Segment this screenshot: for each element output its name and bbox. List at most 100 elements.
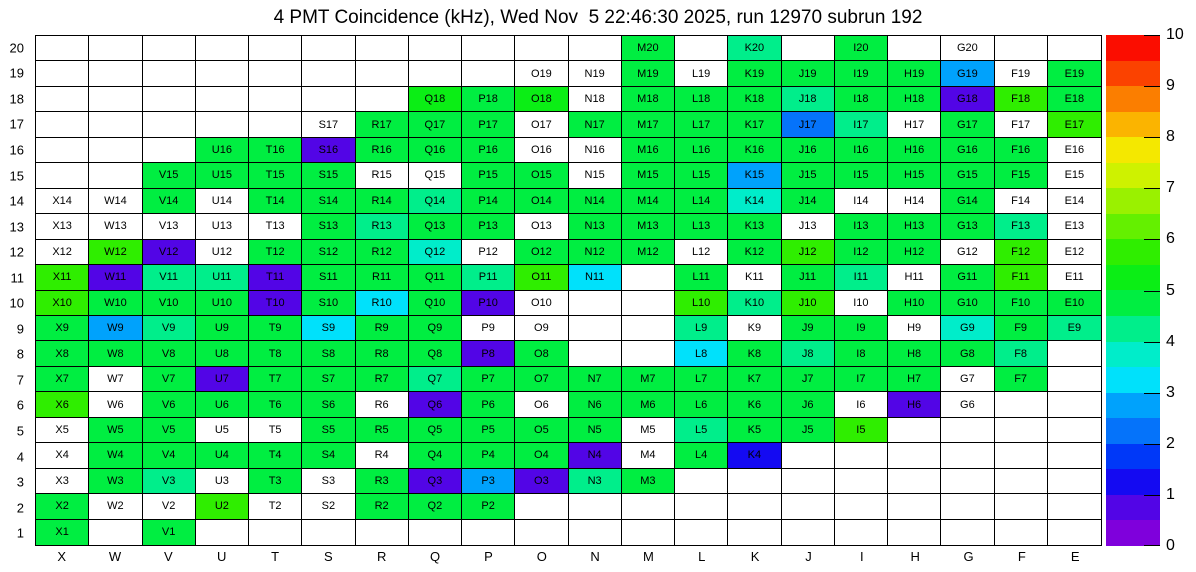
heatmap-cell-F14: F14 bbox=[994, 188, 1048, 215]
empty-cell bbox=[89, 86, 143, 113]
heatmap-cell-E14: E14 bbox=[1047, 188, 1101, 215]
heatmap-cell-W8: W8 bbox=[89, 341, 143, 367]
heatmap-cell-T6: T6 bbox=[249, 392, 303, 418]
empty-cell bbox=[1048, 520, 1101, 545]
heatmap-cell-Q8: Q8 bbox=[408, 341, 462, 367]
heatmap-cell-W12: W12 bbox=[89, 239, 143, 266]
empty-cell bbox=[1047, 367, 1101, 393]
heatmap-cell-H11: H11 bbox=[888, 265, 942, 291]
heatmap-cell-J10: J10 bbox=[781, 290, 835, 316]
heatmap-cell-R6: R6 bbox=[355, 392, 409, 418]
heatmap-cell-R3: R3 bbox=[355, 468, 409, 495]
heatmap-cell-K19: K19 bbox=[728, 61, 782, 87]
heatmap-cell-I14: I14 bbox=[834, 188, 888, 215]
heatmap-cell-M12: M12 bbox=[621, 239, 675, 266]
heatmap-cell-L9: L9 bbox=[675, 315, 729, 342]
heatmap-cell-E16: E16 bbox=[1047, 137, 1101, 164]
colorbar-tick-7 bbox=[1144, 188, 1160, 190]
empty-cell bbox=[994, 392, 1048, 418]
empty-cell bbox=[302, 36, 356, 62]
empty-cell bbox=[36, 137, 90, 164]
empty-cell bbox=[355, 36, 409, 62]
heatmap-cell-Q13: Q13 bbox=[408, 214, 462, 240]
heatmap-cell-F15: F15 bbox=[994, 163, 1048, 189]
colorbar-band-3 bbox=[1106, 443, 1160, 470]
heatmap-cell-N11: N11 bbox=[568, 265, 622, 291]
heatmap-cell-N7: N7 bbox=[568, 366, 622, 393]
heatmap-cell-K9: K9 bbox=[728, 315, 782, 342]
heatmap-cell-K8: K8 bbox=[728, 341, 782, 367]
heatmap-cell-R4: R4 bbox=[355, 443, 409, 469]
heatmap-cell-H18: H18 bbox=[888, 86, 942, 113]
heatmap-cell-O11: O11 bbox=[515, 265, 569, 291]
empty-cell bbox=[781, 468, 835, 495]
heatmap-cell-U12: U12 bbox=[195, 239, 249, 266]
heatmap-cell-P17: P17 bbox=[462, 112, 516, 138]
empty-cell bbox=[142, 86, 196, 113]
heatmap-cell-X13: X13 bbox=[36, 214, 90, 240]
colorbar-band-15 bbox=[1106, 137, 1160, 163]
y-axis-label-15: 15 bbox=[9, 168, 24, 184]
heatmap-cell-R2: R2 bbox=[355, 494, 409, 520]
empty-cell bbox=[462, 61, 516, 87]
heatmap-cell-E15: E15 bbox=[1047, 163, 1101, 189]
empty-cell bbox=[195, 36, 249, 62]
heatmap-cell-U16: U16 bbox=[195, 137, 249, 164]
empty-cell bbox=[569, 519, 622, 545]
heatmap-cell-W11: W11 bbox=[89, 265, 143, 291]
heatmap-cell-M5: M5 bbox=[621, 417, 675, 444]
heatmap-cell-S17: S17 bbox=[302, 112, 356, 138]
heatmap-cell-P6: P6 bbox=[462, 392, 516, 418]
heatmap-cell-V1: V1 bbox=[142, 519, 196, 545]
heatmap-cell-R10: R10 bbox=[355, 290, 409, 316]
heatmap-cell-O4: O4 bbox=[515, 443, 569, 469]
heatmap-cell-G18: G18 bbox=[941, 86, 995, 113]
heatmap-cell-T8: T8 bbox=[249, 341, 303, 367]
empty-cell bbox=[89, 137, 143, 164]
heatmap-cell-S13: S13 bbox=[302, 214, 356, 240]
heatmap-cell-J11: J11 bbox=[781, 265, 835, 291]
heatmap-cell-S6: S6 bbox=[302, 392, 356, 418]
heatmap-cell-R5: R5 bbox=[355, 417, 409, 444]
heatmap-cell-E11: E11 bbox=[1047, 265, 1101, 291]
heatmap-cell-V5: V5 bbox=[142, 417, 196, 444]
heatmap-cell-H9: H9 bbox=[888, 315, 942, 342]
heatmap-cell-K4: K4 bbox=[728, 443, 782, 469]
empty-cell bbox=[888, 417, 942, 444]
heatmap-cell-U7: U7 bbox=[195, 366, 249, 393]
empty-cell bbox=[941, 443, 995, 469]
heatmap-cell-Q4: Q4 bbox=[408, 443, 462, 469]
empty-cell bbox=[36, 36, 90, 62]
heatmap-cell-W10: W10 bbox=[89, 290, 143, 316]
heatmap-cell-X11: X11 bbox=[36, 265, 90, 291]
heatmap-cell-P12: P12 bbox=[462, 239, 516, 266]
heatmap-cell-V12: V12 bbox=[142, 239, 196, 266]
x-axis-label-F: F bbox=[1017, 549, 1026, 564]
heatmap-cell-O9: O9 bbox=[515, 315, 569, 342]
heatmap-cell-T7: T7 bbox=[249, 366, 303, 393]
empty-cell bbox=[302, 86, 356, 113]
heatmap-cell-Q16: Q16 bbox=[408, 137, 462, 164]
heatmap-cell-R15: R15 bbox=[355, 163, 409, 189]
x-axis-label-S: S bbox=[324, 549, 333, 564]
heatmap-cell-M16: M16 bbox=[621, 137, 675, 164]
heatmap-cell-G11: G11 bbox=[941, 265, 995, 291]
heatmap-cell-J8: J8 bbox=[781, 341, 835, 367]
colorbar-tick-label-4: 4 bbox=[1166, 332, 1175, 350]
heatmap-cell-L6: L6 bbox=[675, 392, 729, 418]
colorbar-band-9 bbox=[1106, 290, 1160, 317]
empty-cell bbox=[941, 468, 995, 495]
heatmap-cell-Q6: Q6 bbox=[408, 392, 462, 418]
empty-cell bbox=[89, 519, 143, 545]
empty-cell bbox=[675, 519, 729, 545]
heatmap-cell-O7: O7 bbox=[515, 366, 569, 393]
colorbar-tick-10 bbox=[1144, 35, 1160, 36]
heatmap-cell-G17: G17 bbox=[941, 112, 995, 138]
heatmap-cell-Q3: Q3 bbox=[408, 468, 462, 495]
empty-cell bbox=[36, 112, 90, 138]
heatmap-cell-O15: O15 bbox=[515, 163, 569, 189]
heatmap-cell-U6: U6 bbox=[195, 392, 249, 418]
empty-cell bbox=[728, 494, 782, 520]
heatmap-cell-L8: L8 bbox=[675, 341, 729, 367]
colorbar-band-12 bbox=[1106, 213, 1160, 240]
